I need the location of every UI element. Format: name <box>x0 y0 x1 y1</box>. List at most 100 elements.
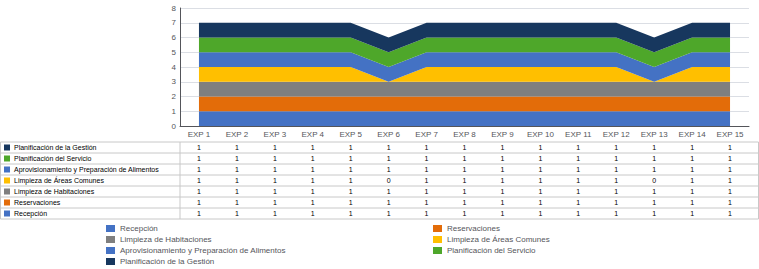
svg-text:1: 1 <box>349 188 353 195</box>
svg-text:1: 1 <box>197 199 201 206</box>
svg-text:6: 6 <box>172 33 177 42</box>
svg-text:1: 1 <box>690 210 694 217</box>
svg-text:1: 1 <box>349 155 353 162</box>
svg-text:1: 1 <box>311 199 315 206</box>
svg-text:1: 1 <box>500 199 504 206</box>
svg-text:Limpieza de Habitaciones: Limpieza de Habitaciones <box>14 188 95 196</box>
svg-text:4: 4 <box>172 63 177 72</box>
svg-text:1: 1 <box>311 155 315 162</box>
svg-text:1: 1 <box>235 166 239 173</box>
svg-text:EXP 4: EXP 4 <box>301 130 324 139</box>
svg-text:1: 1 <box>728 166 732 173</box>
svg-text:1: 1 <box>425 188 429 195</box>
svg-text:1: 1 <box>690 166 694 173</box>
svg-text:1: 1 <box>538 210 542 217</box>
svg-text:1: 1 <box>576 188 580 195</box>
svg-text:1: 1 <box>463 166 467 173</box>
svg-text:1: 1 <box>576 166 580 173</box>
svg-text:1: 1 <box>172 107 177 116</box>
svg-text:1: 1 <box>387 210 391 217</box>
svg-text:EXP 11: EXP 11 <box>565 130 592 139</box>
svg-text:1: 1 <box>728 188 732 195</box>
svg-text:1: 1 <box>387 199 391 206</box>
svg-text:1: 1 <box>463 188 467 195</box>
svg-text:1: 1 <box>652 210 656 217</box>
svg-text:1: 1 <box>576 177 580 184</box>
svg-text:1: 1 <box>463 144 467 151</box>
svg-text:1: 1 <box>728 199 732 206</box>
svg-text:1: 1 <box>614 155 618 162</box>
svg-text:1: 1 <box>197 177 201 184</box>
svg-text:1: 1 <box>614 188 618 195</box>
svg-text:EXP 8: EXP 8 <box>453 130 476 139</box>
svg-text:Planificación del Servicio: Planificación del Servicio <box>447 246 536 255</box>
svg-text:EXP 7: EXP 7 <box>415 130 438 139</box>
svg-text:1: 1 <box>690 188 694 195</box>
svg-text:1: 1 <box>463 199 467 206</box>
svg-text:1: 1 <box>538 188 542 195</box>
svg-text:1: 1 <box>538 144 542 151</box>
svg-text:1: 1 <box>538 166 542 173</box>
svg-text:1: 1 <box>273 188 277 195</box>
svg-text:1: 1 <box>425 177 429 184</box>
svg-text:Recepción: Recepción <box>14 210 47 218</box>
svg-text:1: 1 <box>652 188 656 195</box>
svg-text:1: 1 <box>273 155 277 162</box>
svg-text:1: 1 <box>197 188 201 195</box>
svg-text:EXP 5: EXP 5 <box>339 130 362 139</box>
svg-text:1: 1 <box>197 210 201 217</box>
svg-text:1: 1 <box>349 166 353 173</box>
svg-text:1: 1 <box>463 177 467 184</box>
svg-text:1: 1 <box>349 210 353 217</box>
svg-text:1: 1 <box>349 199 353 206</box>
svg-text:1: 1 <box>311 144 315 151</box>
svg-text:1: 1 <box>387 155 391 162</box>
svg-text:1: 1 <box>425 166 429 173</box>
svg-text:1: 1 <box>614 210 618 217</box>
svg-text:Aprovisionamiento y Preparació: Aprovisionamiento y Preparación de Alime… <box>14 166 159 174</box>
svg-text:1: 1 <box>614 177 618 184</box>
svg-text:1: 1 <box>576 210 580 217</box>
svg-text:1: 1 <box>652 144 656 151</box>
svg-text:1: 1 <box>273 177 277 184</box>
svg-text:1: 1 <box>500 188 504 195</box>
svg-text:1: 1 <box>463 155 467 162</box>
svg-text:0: 0 <box>172 122 177 131</box>
svg-text:1: 1 <box>652 199 656 206</box>
svg-text:Limpieza de Áreas Comunes: Limpieza de Áreas Comunes <box>447 235 550 244</box>
svg-text:1: 1 <box>311 166 315 173</box>
svg-text:EXP 9: EXP 9 <box>491 130 514 139</box>
svg-text:5: 5 <box>172 48 177 57</box>
svg-text:1: 1 <box>538 199 542 206</box>
svg-text:1: 1 <box>425 199 429 206</box>
svg-text:1: 1 <box>387 188 391 195</box>
svg-text:1: 1 <box>273 210 277 217</box>
svg-text:1: 1 <box>652 166 656 173</box>
svg-text:EXP 13: EXP 13 <box>641 130 669 139</box>
svg-text:0: 0 <box>387 177 391 184</box>
svg-text:1: 1 <box>425 210 429 217</box>
svg-text:1: 1 <box>500 144 504 151</box>
svg-text:Planificación de la Gestión: Planificación de la Gestión <box>14 144 97 151</box>
svg-text:1: 1 <box>614 199 618 206</box>
svg-text:1: 1 <box>614 144 618 151</box>
svg-text:1: 1 <box>273 199 277 206</box>
svg-text:1: 1 <box>690 144 694 151</box>
svg-text:1: 1 <box>500 177 504 184</box>
svg-text:Planificación de la Gestión: Planificación de la Gestión <box>120 257 214 266</box>
svg-text:Recepción: Recepción <box>120 224 158 233</box>
svg-text:1: 1 <box>500 210 504 217</box>
svg-text:1: 1 <box>576 199 580 206</box>
svg-text:Limpieza de Habitaciones: Limpieza de Habitaciones <box>120 235 212 244</box>
svg-text:1: 1 <box>652 155 656 162</box>
svg-text:1: 1 <box>576 155 580 162</box>
svg-text:3: 3 <box>172 77 177 86</box>
svg-text:Reservaciones: Reservaciones <box>14 199 61 206</box>
svg-text:8: 8 <box>172 4 177 13</box>
svg-text:1: 1 <box>349 144 353 151</box>
svg-text:1: 1 <box>538 177 542 184</box>
svg-text:1: 1 <box>728 177 732 184</box>
svg-text:1: 1 <box>311 210 315 217</box>
svg-text:1: 1 <box>500 155 504 162</box>
svg-text:1: 1 <box>235 177 239 184</box>
